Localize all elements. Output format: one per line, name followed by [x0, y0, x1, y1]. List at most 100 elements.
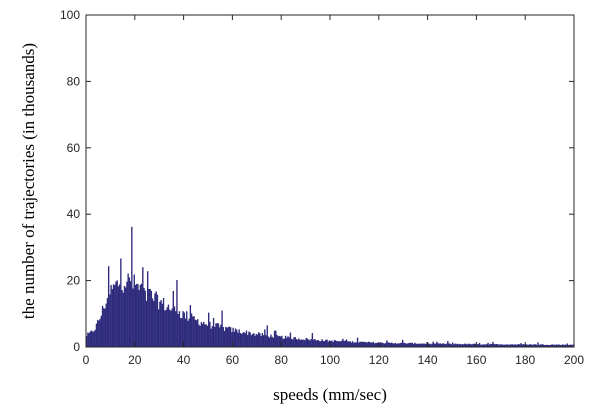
histogram-bar — [331, 340, 333, 347]
histogram-bar — [563, 344, 565, 347]
histogram-bar — [266, 325, 268, 347]
histogram-bar — [115, 281, 117, 347]
histogram-bar — [205, 324, 207, 347]
histogram-bar — [377, 342, 379, 347]
histogram-bar — [96, 320, 99, 347]
histogram-bar — [482, 344, 484, 347]
histogram-bar — [222, 327, 225, 347]
histogram-bar — [144, 290, 146, 347]
histogram-bar — [201, 323, 204, 347]
y-tick-label: 60 — [67, 141, 81, 155]
histogram-bar — [117, 286, 120, 347]
histogram-bar — [347, 341, 349, 347]
histogram-bar — [471, 344, 473, 347]
histogram-bar — [421, 343, 423, 347]
histogram-bar — [572, 344, 575, 347]
y-tick-label: 20 — [67, 274, 81, 288]
histogram-bar — [376, 342, 378, 347]
histogram-bar — [139, 284, 142, 347]
histogram-bar — [240, 333, 243, 347]
histogram-bar — [543, 344, 545, 347]
histogram-bar — [388, 342, 390, 347]
histogram-bar — [264, 329, 266, 347]
histogram-bar — [176, 280, 178, 347]
histogram-bar — [456, 343, 459, 347]
histogram-bar — [164, 310, 166, 347]
histogram-bar — [528, 344, 531, 347]
histogram-bar — [478, 342, 481, 347]
histogram-bar — [221, 310, 223, 347]
histogram-bar — [300, 339, 303, 347]
histogram-bar — [248, 331, 250, 347]
histogram-bar — [526, 344, 528, 347]
histogram-bar — [325, 339, 327, 347]
histogram-bar — [415, 343, 417, 347]
histogram-bar — [344, 340, 347, 347]
histogram-bar — [256, 334, 259, 347]
histogram-bar — [516, 344, 519, 347]
x-tick-label: 60 — [226, 353, 240, 367]
histogram-bar — [100, 315, 103, 347]
histogram-bar — [223, 330, 226, 347]
histogram-bar — [107, 266, 110, 347]
histogram-bar — [136, 283, 138, 347]
histogram-bar — [371, 342, 373, 347]
histogram-bar — [234, 328, 237, 347]
histogram-bar — [364, 341, 366, 347]
histogram-bar — [487, 342, 489, 347]
histogram-bar — [306, 338, 309, 347]
histogram-bar — [315, 340, 317, 347]
histogram-bar — [513, 344, 515, 347]
histogram-bar — [137, 284, 139, 347]
histogram-bar — [159, 301, 161, 347]
histogram-bar — [281, 335, 283, 347]
histogram-bar — [249, 332, 251, 347]
histogram-bar — [93, 331, 95, 347]
histogram-bar — [411, 342, 414, 347]
histogram-bar — [216, 323, 218, 347]
histogram-bar — [359, 341, 361, 347]
histogram-bar — [140, 283, 143, 347]
histogram-bar — [498, 344, 500, 347]
histogram-bar — [236, 329, 238, 347]
histogram-bar — [321, 339, 323, 347]
histogram-bar — [226, 327, 228, 347]
histogram-bar — [320, 341, 322, 347]
histogram-bar — [127, 273, 129, 347]
histogram-bar — [552, 344, 554, 347]
histogram-bar — [522, 344, 525, 347]
histogram-bar — [416, 343, 418, 347]
x-tick-label: 120 — [369, 353, 389, 367]
histogram-bar — [453, 344, 455, 347]
histogram-bar — [367, 341, 370, 347]
histogram-bar — [210, 328, 212, 347]
histogram-bar — [491, 343, 493, 347]
histogram-bar — [523, 344, 526, 347]
histogram-bar — [288, 337, 290, 347]
histogram-bar — [495, 344, 498, 347]
histogram-bar — [208, 312, 210, 347]
histogram-bar — [220, 324, 222, 347]
histogram-bar — [356, 337, 359, 347]
histogram-bar — [373, 343, 376, 347]
histogram-bar — [126, 281, 128, 347]
histogram-bar — [118, 284, 121, 347]
histogram-bar — [404, 343, 406, 347]
x-tick-label: 180 — [515, 353, 535, 367]
histogram-bar — [406, 343, 409, 347]
histogram-bar — [448, 343, 450, 347]
histogram-bar — [122, 292, 124, 347]
histogram-bar — [504, 344, 506, 347]
histogram-bar — [366, 342, 368, 347]
histogram-bar — [322, 341, 325, 347]
histogram-bar — [109, 294, 111, 347]
histogram-bar — [244, 333, 246, 347]
histogram-bar — [486, 344, 488, 347]
y-tick-label: 40 — [67, 207, 81, 221]
histogram-bar — [228, 326, 231, 347]
histogram-bar — [398, 343, 400, 347]
histogram-bar — [494, 344, 497, 347]
x-tick-label: 0 — [83, 353, 90, 367]
